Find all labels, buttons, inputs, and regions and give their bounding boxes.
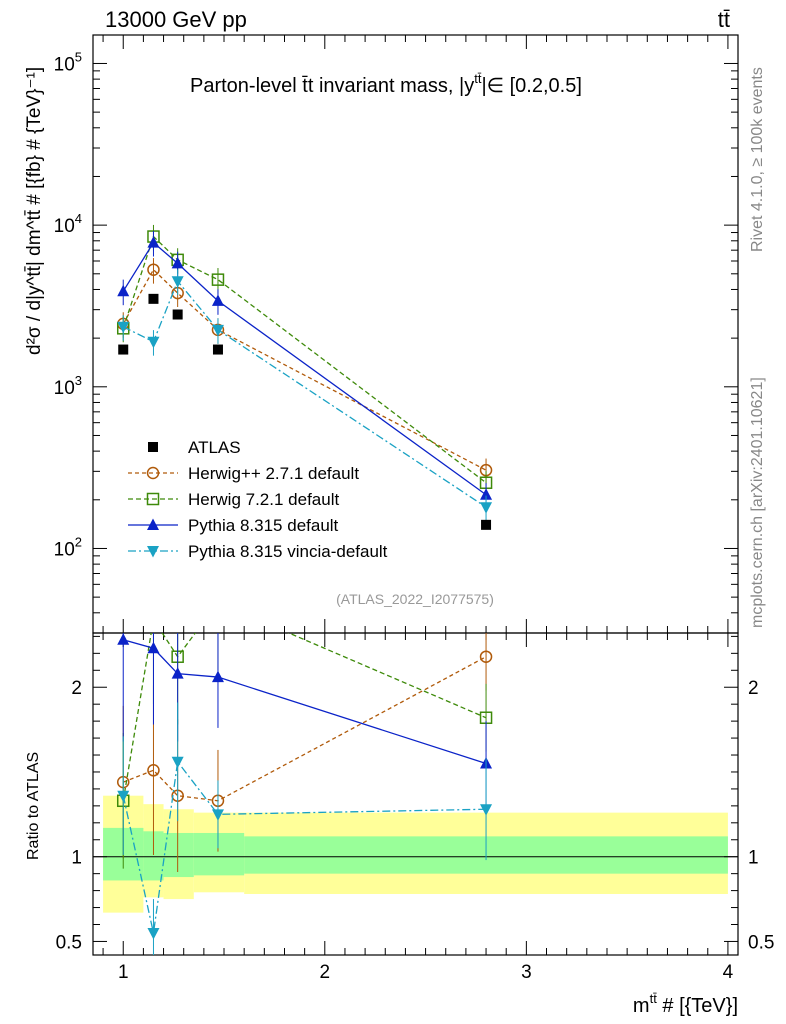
legend-label: Herwig++ 2.7.1 default bbox=[188, 464, 359, 483]
y-tick-exp: 2 bbox=[75, 534, 82, 549]
x-tick-label: 2 bbox=[320, 962, 331, 983]
ratio-tick-label-right: 1 bbox=[748, 848, 759, 869]
y-tick-exp: 4 bbox=[75, 211, 82, 226]
y-tick-base: 10 bbox=[54, 216, 75, 237]
ratio-point bbox=[147, 641, 160, 654]
y-tick-base: 10 bbox=[54, 54, 75, 75]
ratio-series-pythia-8-315-vincia-default bbox=[117, 702, 493, 955]
process-label: tt̄ bbox=[718, 7, 730, 32]
ratio-point bbox=[117, 790, 130, 803]
data-point bbox=[147, 263, 160, 276]
x-axis-label-sup: tt̄ bbox=[650, 991, 658, 1006]
y-tick-label-main: 102 bbox=[54, 534, 82, 560]
legend-entry: ATLAS bbox=[148, 438, 241, 457]
ratio-line bbox=[122, 760, 487, 934]
ratio-series bbox=[116, 597, 493, 955]
ratio-point bbox=[117, 633, 130, 645]
atlas-data-point bbox=[172, 309, 183, 320]
green-band-bin bbox=[193, 832, 245, 876]
legend-marker bbox=[146, 492, 160, 506]
legend-marker bbox=[147, 518, 159, 530]
energy-label: 13000 GeV pp bbox=[105, 7, 247, 32]
ratio-point bbox=[171, 756, 184, 769]
data-point bbox=[117, 284, 130, 297]
atlas-data-point bbox=[118, 344, 129, 355]
y-tick-label-main: 103 bbox=[54, 373, 82, 399]
y-axis-label-main: d²σ / d|y^tt̄| dm^tt̄ # [{fb} # {TeV}⁻¹] bbox=[24, 67, 45, 355]
x-axis-label-base: m bbox=[633, 995, 650, 1017]
data-point bbox=[480, 502, 493, 514]
series-pythia-8-315-default bbox=[117, 230, 493, 509]
ratio-point bbox=[480, 804, 493, 816]
chart-title: Parton-level t̄t invariant mass, |ytt̄|∈… bbox=[190, 71, 582, 97]
atlas-data-point bbox=[148, 293, 159, 304]
green-band-bin bbox=[163, 832, 194, 878]
data-point bbox=[147, 236, 160, 248]
legend-entry: Pythia 8.315 default bbox=[128, 516, 339, 535]
y-tick-base: 10 bbox=[54, 378, 75, 399]
rivet-version-label: Rivet 4.1.0, ≥ 100k events bbox=[749, 67, 766, 252]
legend-label: Herwig 7.2.1 default bbox=[188, 490, 339, 509]
ratio-panel-frame bbox=[92, 632, 739, 956]
ratio-tick-label-left: 1 bbox=[71, 848, 82, 869]
y-tick-label-main: 104 bbox=[54, 211, 82, 237]
x-axis-label: mtt̄ # [{TeV}] bbox=[633, 991, 738, 1017]
x-axis-label-rest: # [{TeV}] bbox=[657, 995, 738, 1017]
y-tick-exp: 5 bbox=[75, 49, 82, 64]
data-point bbox=[480, 488, 493, 500]
data-point bbox=[117, 321, 130, 334]
atlas-data-point bbox=[212, 344, 223, 355]
ratio-point bbox=[212, 597, 223, 608]
data-point bbox=[211, 324, 224, 337]
legend-marker bbox=[147, 546, 159, 558]
legend-label: Pythia 8.315 default bbox=[188, 516, 339, 535]
ratio-series-pythia-8-315-default bbox=[117, 633, 493, 806]
ratio-point bbox=[171, 667, 184, 679]
ratio-point bbox=[211, 670, 224, 683]
y-axis-label-ratio: Ratio to ATLAS bbox=[25, 752, 42, 860]
atlas-data-point bbox=[481, 519, 492, 530]
x-tick-label: 3 bbox=[521, 962, 532, 983]
green-band-bin bbox=[143, 831, 164, 881]
main-series bbox=[116, 224, 493, 530]
data-point bbox=[211, 294, 224, 306]
y-tick-label-main: 105 bbox=[54, 49, 82, 75]
chart-title-sup: tt̄ bbox=[474, 71, 482, 86]
analysis-id-label: (ATLAS_2022_I2077575) bbox=[336, 591, 494, 607]
data-point bbox=[171, 276, 184, 288]
data-point bbox=[211, 273, 225, 286]
ratio-point bbox=[479, 650, 493, 663]
chart-title-main: Parton-level t̄t invariant mass, |y bbox=[190, 75, 474, 97]
data-point bbox=[147, 336, 160, 349]
series-atlas bbox=[118, 293, 492, 530]
ratio-tick-label-right: 2 bbox=[748, 678, 759, 699]
legend-entry: Pythia 8.315 vincia-default bbox=[128, 542, 388, 561]
legend-marker bbox=[148, 442, 158, 452]
legend-label: ATLAS bbox=[188, 438, 241, 457]
ratio-point bbox=[147, 764, 160, 777]
ratio-point bbox=[148, 614, 159, 625]
series-pythia-8-315-vincia-default bbox=[117, 269, 493, 522]
x-tick-label: 4 bbox=[723, 962, 734, 983]
ratio-tick-label-left: 2 bbox=[71, 678, 82, 699]
ratio-point bbox=[147, 927, 160, 940]
y-tick-exp: 3 bbox=[75, 373, 82, 388]
legend-label: Pythia 8.315 vincia-default bbox=[188, 542, 388, 561]
legend-entry: Herwig 7.2.1 default bbox=[128, 490, 339, 509]
legend-entry: Herwig++ 2.7.1 default bbox=[128, 464, 359, 483]
ratio-line bbox=[122, 656, 487, 802]
ratio-tick-label-left: 0.5 bbox=[56, 932, 82, 953]
chart-title-suffix: |∈ [0.2,0.5] bbox=[481, 75, 581, 97]
x-tick-label: 1 bbox=[118, 962, 129, 983]
legend-marker bbox=[146, 466, 160, 480]
data-point bbox=[171, 256, 184, 269]
uncertainty-band bbox=[103, 795, 728, 913]
source-label: mcplots.cern.ch [arXiv:2401.10621] bbox=[749, 377, 766, 628]
legend: ATLAS Herwig++ 2.7.1 default Herwig 7.2.1 … bbox=[128, 438, 388, 561]
y-tick-base: 10 bbox=[54, 539, 75, 560]
ratio-point bbox=[211, 809, 224, 821]
ratio-tick-label-right: 0.5 bbox=[748, 932, 774, 953]
